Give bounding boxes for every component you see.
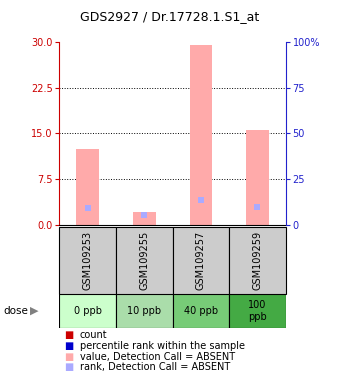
Bar	[189, 45, 212, 225]
Text: 0 ppb: 0 ppb	[74, 306, 102, 316]
Text: value, Detection Call = ABSENT: value, Detection Call = ABSENT	[80, 352, 235, 362]
Text: ■: ■	[65, 362, 74, 372]
Text: dose: dose	[3, 306, 28, 316]
Bar	[229, 227, 286, 294]
Bar	[173, 294, 229, 328]
Bar	[76, 149, 99, 225]
Text: count: count	[80, 330, 107, 340]
Bar	[246, 131, 269, 225]
Bar	[229, 294, 286, 328]
Text: ▶: ▶	[30, 306, 38, 316]
Text: GDS2927 / Dr.17728.1.S1_at: GDS2927 / Dr.17728.1.S1_at	[80, 10, 260, 23]
Text: 10 ppb: 10 ppb	[127, 306, 162, 316]
Text: GSM109253: GSM109253	[83, 231, 93, 290]
Bar	[59, 227, 116, 294]
Text: ■: ■	[65, 341, 74, 351]
Bar	[133, 212, 156, 225]
Bar	[173, 227, 229, 294]
Text: rank, Detection Call = ABSENT: rank, Detection Call = ABSENT	[80, 362, 230, 372]
Text: GSM109255: GSM109255	[139, 230, 149, 290]
Text: percentile rank within the sample: percentile rank within the sample	[80, 341, 245, 351]
Text: ■: ■	[65, 352, 74, 362]
Text: 40 ppb: 40 ppb	[184, 306, 218, 316]
Bar	[116, 294, 173, 328]
Bar	[59, 294, 116, 328]
Text: GSM109257: GSM109257	[196, 230, 206, 290]
Text: GSM109259: GSM109259	[252, 231, 262, 290]
Bar	[116, 227, 173, 294]
Text: ■: ■	[65, 330, 74, 340]
Text: 100
ppb: 100 ppb	[248, 300, 267, 322]
